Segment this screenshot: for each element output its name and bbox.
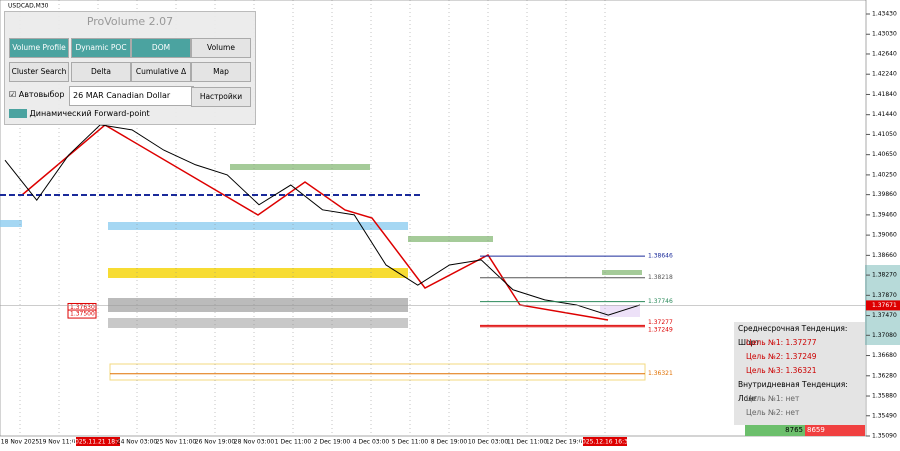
current-price-label: 1.37671 bbox=[872, 302, 897, 309]
x-tick-label: 24 Nov 03:00 bbox=[117, 439, 158, 446]
y-tick-label: 1.35880 bbox=[872, 393, 897, 400]
time-highlight bbox=[76, 437, 120, 446]
y-tick-label: 1.42240 bbox=[872, 71, 897, 78]
button[interactable]: DOM bbox=[131, 38, 191, 58]
y-tick-label: 1.36280 bbox=[872, 372, 897, 379]
target: Цель №3: 1.36321 bbox=[746, 366, 817, 375]
button[interactable]: Volume bbox=[191, 38, 251, 58]
x-tick-label: 2025.11.21 18:00 bbox=[71, 439, 125, 446]
x-tick-label: 26 Nov 19:00 bbox=[195, 439, 236, 446]
y-tick-label: 1.43030 bbox=[872, 31, 897, 38]
checkbox-label: Автовыбор bbox=[18, 90, 65, 99]
y-tick-label: 1.36680 bbox=[872, 352, 897, 359]
x-tick-label: 28 Nov 03:00 bbox=[234, 439, 275, 446]
target: Цель №2: 1.37249 bbox=[746, 352, 817, 361]
x-tick-label: 1 Dec 11:00 bbox=[275, 439, 312, 446]
trend-line bbox=[21, 124, 609, 321]
y-tick-label: 1.38270 bbox=[872, 272, 897, 279]
level-label: 1.36321 bbox=[648, 370, 673, 377]
panel-title: ProVolume 2.07 bbox=[86, 15, 174, 28]
level-label: 1.38218 bbox=[648, 274, 673, 281]
level-label: 1.37277 bbox=[648, 319, 673, 326]
level-label: 1.37630 bbox=[70, 304, 95, 311]
dropdown[interactable]: 26 MAR Canadian Dollar bbox=[69, 86, 194, 106]
level-box bbox=[67, 309, 97, 319]
x-tick-label: 8 Dec 19:00 bbox=[431, 439, 468, 446]
target: Цель №1: 1.37277 bbox=[746, 338, 817, 347]
button[interactable]: Map bbox=[191, 62, 251, 82]
y-tick-label: 1.40250 bbox=[872, 171, 897, 178]
x-tick-label: 2025.12.16 16:30 bbox=[578, 439, 632, 446]
y-tick-label: 1.43430 bbox=[872, 11, 897, 18]
time-highlight bbox=[583, 437, 627, 446]
x-tick-label: 4 Dec 03:00 bbox=[353, 439, 390, 446]
current-price-box bbox=[866, 300, 900, 311]
target: Цель №1: нет bbox=[746, 394, 800, 403]
button[interactable]: Volume Profile bbox=[9, 38, 69, 58]
level-label: 1.37500 bbox=[70, 311, 95, 318]
x-tick-label: 5 Dec 11:00 bbox=[392, 439, 429, 446]
y-tick-label: 1.37870 bbox=[872, 292, 897, 299]
y-tick-label: 1.38660 bbox=[872, 252, 897, 259]
y-tick-label: 1.39860 bbox=[872, 191, 897, 198]
y-tick-label: 1.39460 bbox=[872, 211, 897, 218]
y-tick-label: 1.35490 bbox=[872, 412, 897, 419]
y-tick-label: 1.41440 bbox=[872, 111, 897, 118]
buy-volume: 8765 bbox=[745, 425, 805, 436]
y-tick-label: 1.37470 bbox=[872, 312, 897, 319]
sell-volume: 8659 bbox=[805, 425, 865, 436]
button[interactable]: Dynamic POC bbox=[71, 38, 131, 58]
y-tick-label: 1.35090 bbox=[872, 433, 897, 440]
symbol: USDCAD,M30 bbox=[8, 3, 49, 10]
price-line bbox=[4, 124, 641, 316]
toggle-label: Динамический Forward-point bbox=[29, 109, 150, 118]
x-tick-label: 11 Dec 11:00 bbox=[507, 439, 548, 446]
level-label: 1.37746 bbox=[648, 298, 673, 305]
provolume-panel: ProVolume 2.07 Volume Profile Dynamic PO… bbox=[4, 11, 256, 125]
x-tick-label: 12 Dec 19:00 bbox=[546, 439, 587, 446]
y-tick-label: 1.41050 bbox=[872, 131, 897, 138]
x-tick-label: 18 Nov 2025 bbox=[1, 439, 40, 446]
trend-panel: Среднесрочная Тенденция: Шорт Цель №1: 1… bbox=[734, 322, 865, 425]
volume-balance: 8765 8659 bbox=[745, 425, 865, 436]
level-label: 1.37249 bbox=[648, 326, 673, 333]
x-tick-label: 19 Nov 11:00 bbox=[39, 439, 80, 446]
level-label: 1.38646 bbox=[648, 253, 673, 260]
trend-heading: Внутридневная Тенденция: Лонг bbox=[738, 380, 848, 403]
toggle[interactable]: Динамический Forward-point bbox=[9, 109, 150, 118]
x-tick-label: 10 Dec 03:00 bbox=[468, 439, 509, 446]
x-tick-label: 2 Dec 19:00 bbox=[314, 439, 351, 446]
y-tick-label: 1.37080 bbox=[872, 332, 897, 339]
button[interactable]: Настройки bbox=[191, 87, 251, 107]
y-tick-label: 1.41840 bbox=[872, 91, 897, 98]
button[interactable]: Cumulative Δ bbox=[131, 62, 191, 82]
y-tick-label: 1.40650 bbox=[872, 151, 897, 158]
button[interactable]: Delta bbox=[71, 62, 131, 82]
y-tick-label: 1.42640 bbox=[872, 50, 897, 57]
target: Цель №2: нет bbox=[746, 408, 800, 417]
y-tick-label: 1.39060 bbox=[872, 232, 897, 239]
x-tick-label: 25 Nov 11:00 bbox=[156, 439, 197, 446]
checkbox[interactable]: ☑ Автовыбор bbox=[9, 90, 65, 99]
trend-heading: Среднесрочная Тенденция: Шорт bbox=[738, 324, 848, 347]
button[interactable]: Cluster Search bbox=[9, 62, 69, 82]
